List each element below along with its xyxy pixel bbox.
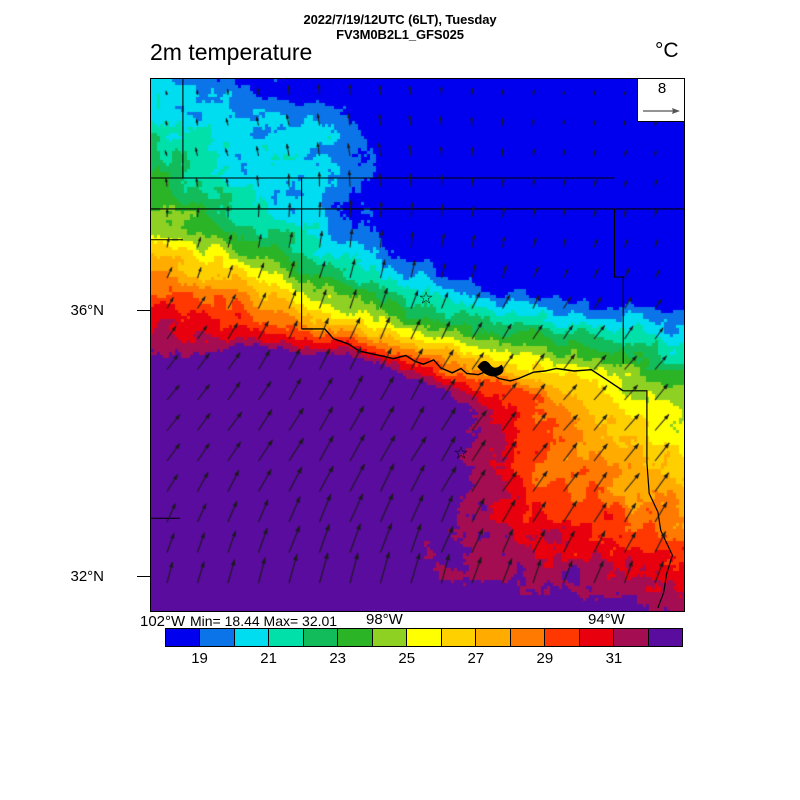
title-block: 2022/7/19/12UTC (6LT), Tuesday FV3M0B2L1… — [0, 12, 800, 42]
lat-tick-36n — [137, 310, 150, 311]
colorbar-tick-31: 31 — [605, 650, 623, 667]
colorbar-tick-29: 29 — [536, 650, 554, 667]
temperature-colorbar[interactable] — [165, 628, 683, 647]
lat-tick-32n — [137, 576, 150, 577]
colorbar-band-28 — [510, 629, 546, 646]
colorbar-band-18 — [166, 629, 201, 646]
colorbar-tick-25: 25 — [398, 650, 416, 667]
variable-title: 2m temperature — [150, 39, 313, 65]
colorbar-band-29 — [545, 629, 580, 646]
datetime-title: 2022/7/19/12UTC (6LT), Tuesday — [303, 12, 497, 27]
colorbar-tick-23: 23 — [329, 650, 346, 667]
colorbar-band-21 — [269, 629, 304, 646]
colorbar-band-30 — [579, 629, 615, 646]
colorbar-band-25 — [407, 629, 442, 646]
colorbar-band-24 — [372, 629, 408, 646]
colorbar-tick-19: 19 — [191, 650, 208, 667]
wind-key-value: 8 — [657, 80, 667, 97]
model-title: FV3M0B2L1_GFS025 — [336, 27, 464, 42]
units-label: °C — [655, 39, 679, 62]
colorbar-band-23 — [338, 629, 373, 646]
colorbar-band-19 — [200, 629, 235, 646]
temperature-map[interactable]: 8 ☆ ☆ — [150, 78, 685, 612]
colorbar-band-32 — [648, 629, 683, 646]
lon-label-98w: 98°W — [366, 611, 403, 628]
colorbar-tick-21: 21 — [260, 650, 277, 667]
colorbar-band-27 — [476, 629, 511, 646]
reference-wind-arrow-icon — [643, 108, 680, 114]
lon-label-94w: 94°W — [588, 611, 625, 628]
colorbar-band-20 — [234, 629, 270, 646]
colorbar-band-26 — [441, 629, 477, 646]
lat-label-32n: 32°N — [70, 568, 104, 585]
wind-vector-overlay — [151, 79, 684, 611]
colorbar-band-22 — [303, 629, 339, 646]
lat-label-36n: 36°N — [70, 302, 104, 319]
colorbar-band-31 — [614, 629, 649, 646]
minmax-stats: Min= 18.44 Max= 32.01 — [190, 613, 338, 629]
colorbar-tick-27: 27 — [467, 650, 485, 667]
wind-reference-key: 8 — [637, 79, 684, 122]
lon-label-102w: 102°W — [140, 613, 186, 630]
